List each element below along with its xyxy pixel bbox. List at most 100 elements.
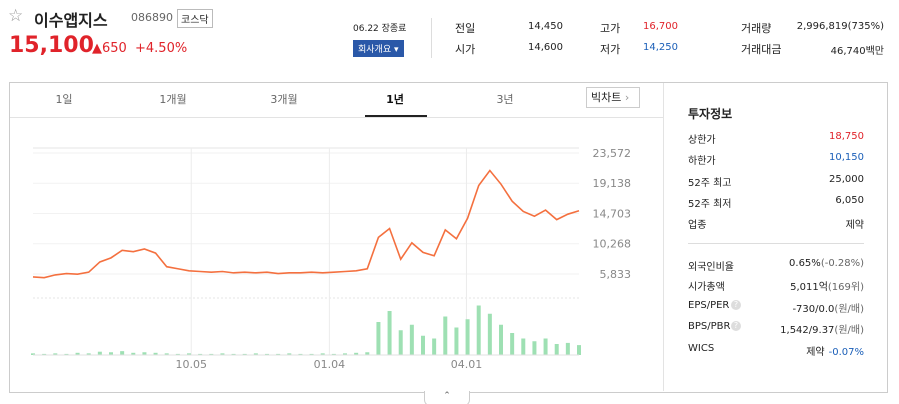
star-icon[interactable]: ☆ bbox=[8, 6, 24, 26]
panel-divider bbox=[663, 83, 664, 391]
info-label: 외국인비율 bbox=[688, 262, 734, 273]
info-value-sub: (-0.28%) bbox=[820, 258, 864, 269]
info-label: 업종 bbox=[688, 220, 707, 231]
volume-bar bbox=[432, 338, 437, 355]
tab[interactable]: 1개월 bbox=[159, 93, 187, 106]
info-value: 제약 -0.07% bbox=[806, 343, 864, 358]
info-value-main: 0.65% bbox=[789, 258, 821, 269]
info-value: 제약 bbox=[845, 220, 864, 231]
info-value-main: 1,542/9.37 bbox=[780, 325, 835, 336]
info-value: 18,750 bbox=[829, 131, 864, 142]
quote-value: 14,250 bbox=[643, 42, 678, 53]
info-value-sub: -0.07% bbox=[828, 347, 864, 358]
volume-bar bbox=[153, 352, 158, 355]
volume-bar bbox=[409, 324, 414, 355]
quote-label: 전일 bbox=[455, 22, 476, 35]
change: ▲650 bbox=[92, 41, 127, 56]
tab[interactable]: 3개월 bbox=[270, 93, 298, 106]
volume-bar bbox=[343, 353, 347, 355]
volume-bar bbox=[532, 341, 537, 355]
volume-bar bbox=[521, 338, 526, 355]
info-label: 상한가 bbox=[688, 135, 716, 146]
tab[interactable]: 3년 bbox=[496, 93, 514, 106]
volume-bar bbox=[198, 353, 203, 355]
volume-bar bbox=[443, 316, 448, 355]
quote-value: 14,600 bbox=[528, 42, 563, 53]
x-tick-label: 10.05 bbox=[175, 358, 207, 371]
stock-code: 086890 bbox=[131, 11, 173, 24]
volume-bar bbox=[487, 313, 492, 355]
active-tab-underline bbox=[365, 115, 427, 117]
info-label: 52주 최저 bbox=[688, 199, 732, 210]
stock-name: 이수앱지스 bbox=[34, 11, 108, 30]
volume-bar bbox=[220, 353, 225, 355]
x-tick-label: 04.01 bbox=[451, 358, 483, 371]
market-badge: 코스닥 bbox=[177, 9, 213, 28]
y-tick-label: 5,833 bbox=[600, 268, 632, 281]
quote-value: 2,996,819(735%) bbox=[796, 21, 884, 32]
help-icon: ? bbox=[731, 300, 741, 310]
company-button[interactable]: 회사개요 ▾ bbox=[353, 40, 404, 57]
quote-label: 거래대금 bbox=[741, 43, 782, 56]
info-value: -730/0.0(원/배) bbox=[792, 300, 864, 315]
volume-bar bbox=[31, 353, 35, 355]
info-label: 하한가 bbox=[688, 156, 716, 167]
volume-bar bbox=[543, 338, 548, 355]
info-value: 10,150 bbox=[829, 152, 864, 163]
volume-bar bbox=[331, 353, 336, 355]
info-value: 6,050 bbox=[835, 195, 864, 206]
info-label: 52주 최고 bbox=[688, 178, 732, 189]
volume-bar bbox=[97, 351, 102, 355]
volume-bar bbox=[231, 353, 236, 355]
volume-bar bbox=[86, 353, 91, 355]
volume-bar bbox=[253, 353, 258, 355]
volume-bar bbox=[265, 353, 269, 355]
tab-border bbox=[10, 117, 663, 118]
volume-bar bbox=[120, 351, 125, 355]
x-tick-label: 01.04 bbox=[314, 358, 346, 371]
volume-bar bbox=[142, 352, 147, 355]
volume-bar bbox=[376, 322, 381, 355]
volume-bar bbox=[287, 353, 292, 355]
price: 15,100 bbox=[9, 33, 94, 58]
volume-bar bbox=[398, 330, 403, 355]
quote-label: 시가 bbox=[455, 43, 476, 56]
volume-bar bbox=[131, 352, 136, 355]
y-tick-label: 23,572 bbox=[593, 147, 632, 160]
volume-bar bbox=[565, 342, 570, 355]
volume-bar bbox=[309, 353, 314, 355]
volume-bar bbox=[499, 324, 503, 355]
volume-bar bbox=[554, 344, 559, 355]
info-title: 투자정보 bbox=[688, 107, 733, 121]
big-chart-button[interactable]: 빅차트 › bbox=[586, 87, 640, 108]
volume-bar bbox=[209, 353, 214, 355]
volume-bar bbox=[75, 352, 80, 355]
y-tick-label: 14,703 bbox=[593, 207, 632, 220]
volume-bar bbox=[577, 345, 581, 355]
date: 06.22 장종료 bbox=[353, 24, 407, 34]
info-value-main: 5,011억 bbox=[790, 282, 828, 293]
tab[interactable]: 1년 bbox=[386, 93, 404, 106]
info-value-main: -730/0.0 bbox=[792, 304, 835, 315]
info-value: 5,011억(169위) bbox=[790, 278, 864, 293]
volume-bar bbox=[276, 353, 281, 355]
volume-bar bbox=[187, 353, 191, 355]
volume-bar bbox=[242, 353, 247, 355]
rate: +4.50% bbox=[135, 41, 188, 56]
volume-bar bbox=[510, 333, 515, 355]
collapse-button[interactable]: ⌃ bbox=[424, 391, 470, 404]
volume-bar bbox=[109, 352, 113, 355]
tab[interactable]: 1일 bbox=[55, 93, 73, 106]
change-value: 650 bbox=[102, 41, 127, 56]
volume-bar bbox=[64, 353, 69, 355]
price-line bbox=[32, 169, 580, 279]
info-value-sub: (원/배) bbox=[834, 325, 864, 336]
quote-label: 거래량 bbox=[741, 22, 772, 35]
info-label: WICS bbox=[688, 343, 715, 354]
info-label: 시가총액 bbox=[688, 282, 725, 293]
info-label: EPS/PER bbox=[688, 300, 730, 311]
volume-bar bbox=[387, 311, 392, 355]
company-button-label: 회사개요 bbox=[358, 45, 392, 55]
